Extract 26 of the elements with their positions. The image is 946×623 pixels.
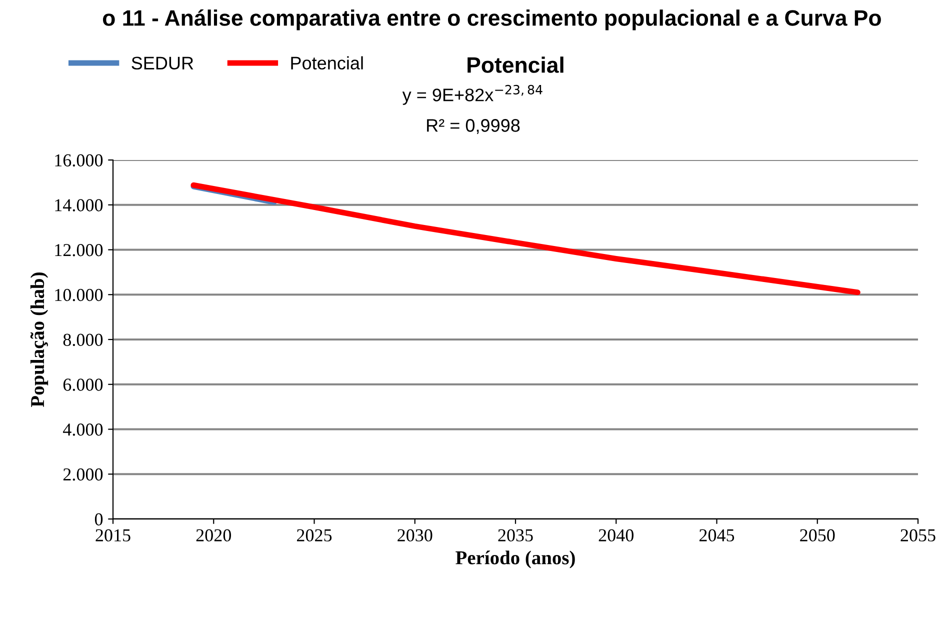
- legend-label: SEDUR: [132, 56, 194, 70]
- x-tick-label: 2045: [699, 529, 734, 542]
- x-tick-label: 2025: [296, 529, 332, 542]
- chart-title: Potencial: [468, 56, 564, 73]
- x-tick-label: 2030: [398, 529, 432, 542]
- x-axis-title: Período (anos): [456, 550, 575, 568]
- y-tick-label: 14.000: [55, 199, 103, 212]
- y-tick-label: 4.000: [63, 424, 103, 436]
- y-tick-label: 8.000: [63, 334, 103, 346]
- x-tick-label: 2015: [96, 529, 130, 542]
- x-tick-label: 2050: [800, 529, 835, 542]
- y-tick-label: 16.000: [55, 154, 103, 167]
- x-tick-label: 2020: [196, 529, 231, 542]
- x-tick-label: 2040: [598, 529, 634, 542]
- y-tick-label: 2.000: [63, 468, 103, 481]
- y-tick-label: 0: [94, 513, 103, 526]
- x-tick-label: 2035: [498, 529, 533, 542]
- y-tick-label: 10.000: [55, 288, 103, 302]
- text: R² = 0,9998: [427, 119, 520, 134]
- y-tick-label: 6.000: [63, 378, 103, 391]
- legend-label: Potencial: [291, 56, 363, 70]
- text: y = 9E+82x$^{−23,84}$: [402, 84, 542, 105]
- y-tick-label: 12.000: [55, 244, 103, 256]
- text: o 11 - Análise comparativa entre o crescimento populacional e a Curva Po: [102, 9, 881, 30]
- x-tick-label: 2055: [900, 529, 936, 542]
- y-axis-title: População (hab): [30, 272, 48, 407]
